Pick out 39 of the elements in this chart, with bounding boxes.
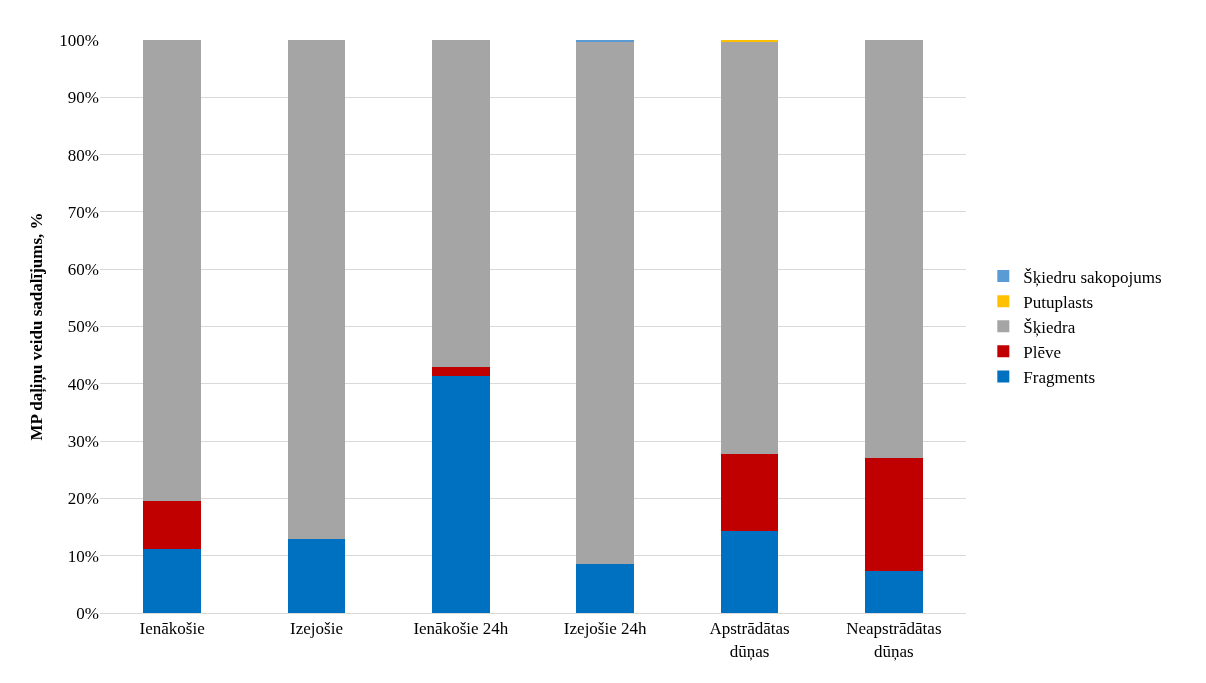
- x-tick-label: Izejošie 24h: [563, 619, 647, 639]
- y-tick-label: 20%: [67, 489, 99, 509]
- x-tick-label: Neapstrādātas dūņas: [846, 619, 942, 661]
- legend-label: Šķiedra: [1023, 317, 1076, 337]
- y-tick-label: 80%: [67, 145, 99, 165]
- bar: [864, 571, 923, 613]
- y-tick-label: 0%: [76, 603, 99, 623]
- legend-label: Plēve: [1023, 342, 1062, 362]
- bar: [431, 376, 490, 613]
- bar: [287, 538, 346, 613]
- bar: [720, 531, 779, 613]
- y-tick-label: 90%: [67, 88, 99, 108]
- y-axis-title: MP daļiņu veidu sadalījums, %: [26, 212, 47, 441]
- y-tick-label: 60%: [67, 260, 99, 280]
- y-tick-label: 10%: [67, 546, 99, 566]
- x-tick-label: Apstrādātas dūņas: [709, 619, 790, 661]
- y-tick-label: 70%: [67, 202, 99, 222]
- y-tick-label: 40%: [67, 374, 99, 394]
- x-tick-label: Izejošie: [290, 619, 343, 639]
- legend-label: Putuplasts: [1023, 292, 1094, 312]
- bar: [864, 457, 923, 572]
- x-tick-label: Ienākošie: [139, 619, 205, 639]
- legend-label: Šķiedru sakopojums: [1023, 267, 1162, 287]
- bar: [576, 41, 635, 565]
- bar: [143, 40, 202, 501]
- y-tick-label: 30%: [67, 432, 99, 452]
- bar: [431, 40, 490, 368]
- bar: [864, 40, 923, 458]
- bar: [576, 564, 635, 613]
- bar: [720, 453, 779, 532]
- legend-label: Fragments: [1023, 368, 1096, 388]
- bar: [720, 41, 779, 454]
- y-tick-label: 50%: [67, 317, 99, 337]
- y-tick-label: 100%: [59, 30, 99, 50]
- bar: [431, 367, 490, 377]
- bar: [287, 40, 346, 539]
- bar: [143, 500, 202, 549]
- x-tick-label: Ienākošie 24h: [413, 619, 509, 639]
- bar: [143, 548, 202, 613]
